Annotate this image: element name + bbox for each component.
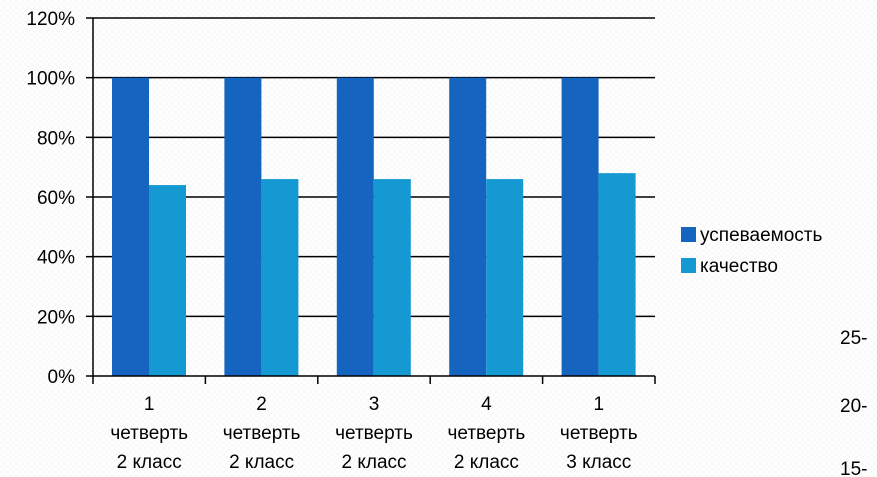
y-tick-label: 0%	[48, 367, 76, 388]
x-category-label: 3	[369, 394, 380, 415]
bar-uspevaemost	[449, 77, 487, 377]
x-category-label: 2 класс	[229, 452, 294, 473]
x-category-label: четверть	[560, 423, 638, 444]
legend-label-kachestvo: качество	[700, 256, 778, 277]
bar-uspevaemost	[112, 77, 149, 377]
bar-kachestvo	[598, 173, 636, 376]
y-tick-label: 40%	[37, 248, 75, 269]
y-tick-label: 60%	[37, 188, 75, 209]
legend-swatch-kachestvo	[681, 258, 696, 273]
bar-uspevaemost	[336, 77, 374, 377]
background-tick-label: 20-	[840, 396, 867, 417]
y-tick-label: 100%	[26, 69, 75, 90]
y-tick-label: 20%	[37, 307, 75, 328]
bar-kachestvo	[149, 185, 186, 376]
x-category-label: 2 класс	[341, 452, 406, 473]
bar-uspevaemost	[561, 77, 599, 377]
y-tick-label: 120%	[26, 9, 75, 30]
background-chart-axis: 25- 20- 15-	[840, 328, 867, 477]
x-category-label: четверть	[448, 423, 526, 444]
background-tick-label: 25-	[840, 328, 867, 349]
x-category-labels: 1 четверть 2 класс 2 четверть 2 класс 3 четверт…	[92, 376, 656, 473]
legend: успеваемость качество	[681, 225, 822, 277]
x-category-label: 2 класс	[117, 452, 182, 473]
x-category-label: четверть	[110, 423, 188, 444]
bar-kachestvo	[373, 179, 411, 376]
x-category-label: 3 класс	[566, 452, 631, 473]
legend-label-uspevaemost: успеваемость	[700, 225, 822, 246]
y-tick-labels: 0% 20% 40% 60% 80% 100% 120%	[26, 9, 93, 388]
bar-kachestvo	[486, 179, 524, 376]
x-category-label: 4	[481, 394, 492, 415]
bar-kachestvo	[261, 179, 299, 376]
x-category-label: 2	[256, 394, 267, 415]
x-category-label: четверть	[335, 423, 413, 444]
bar-uspevaemost	[224, 77, 262, 377]
legend-swatch-uspevaemost	[681, 227, 696, 242]
y-tick-label: 80%	[37, 128, 75, 149]
x-category-label: 1	[144, 394, 155, 415]
x-category-label: 2 класс	[454, 452, 519, 473]
bars	[112, 77, 636, 377]
x-category-label: 1	[594, 394, 605, 415]
x-category-label: четверть	[223, 423, 301, 444]
background-tick-label: 15-	[840, 459, 867, 477]
